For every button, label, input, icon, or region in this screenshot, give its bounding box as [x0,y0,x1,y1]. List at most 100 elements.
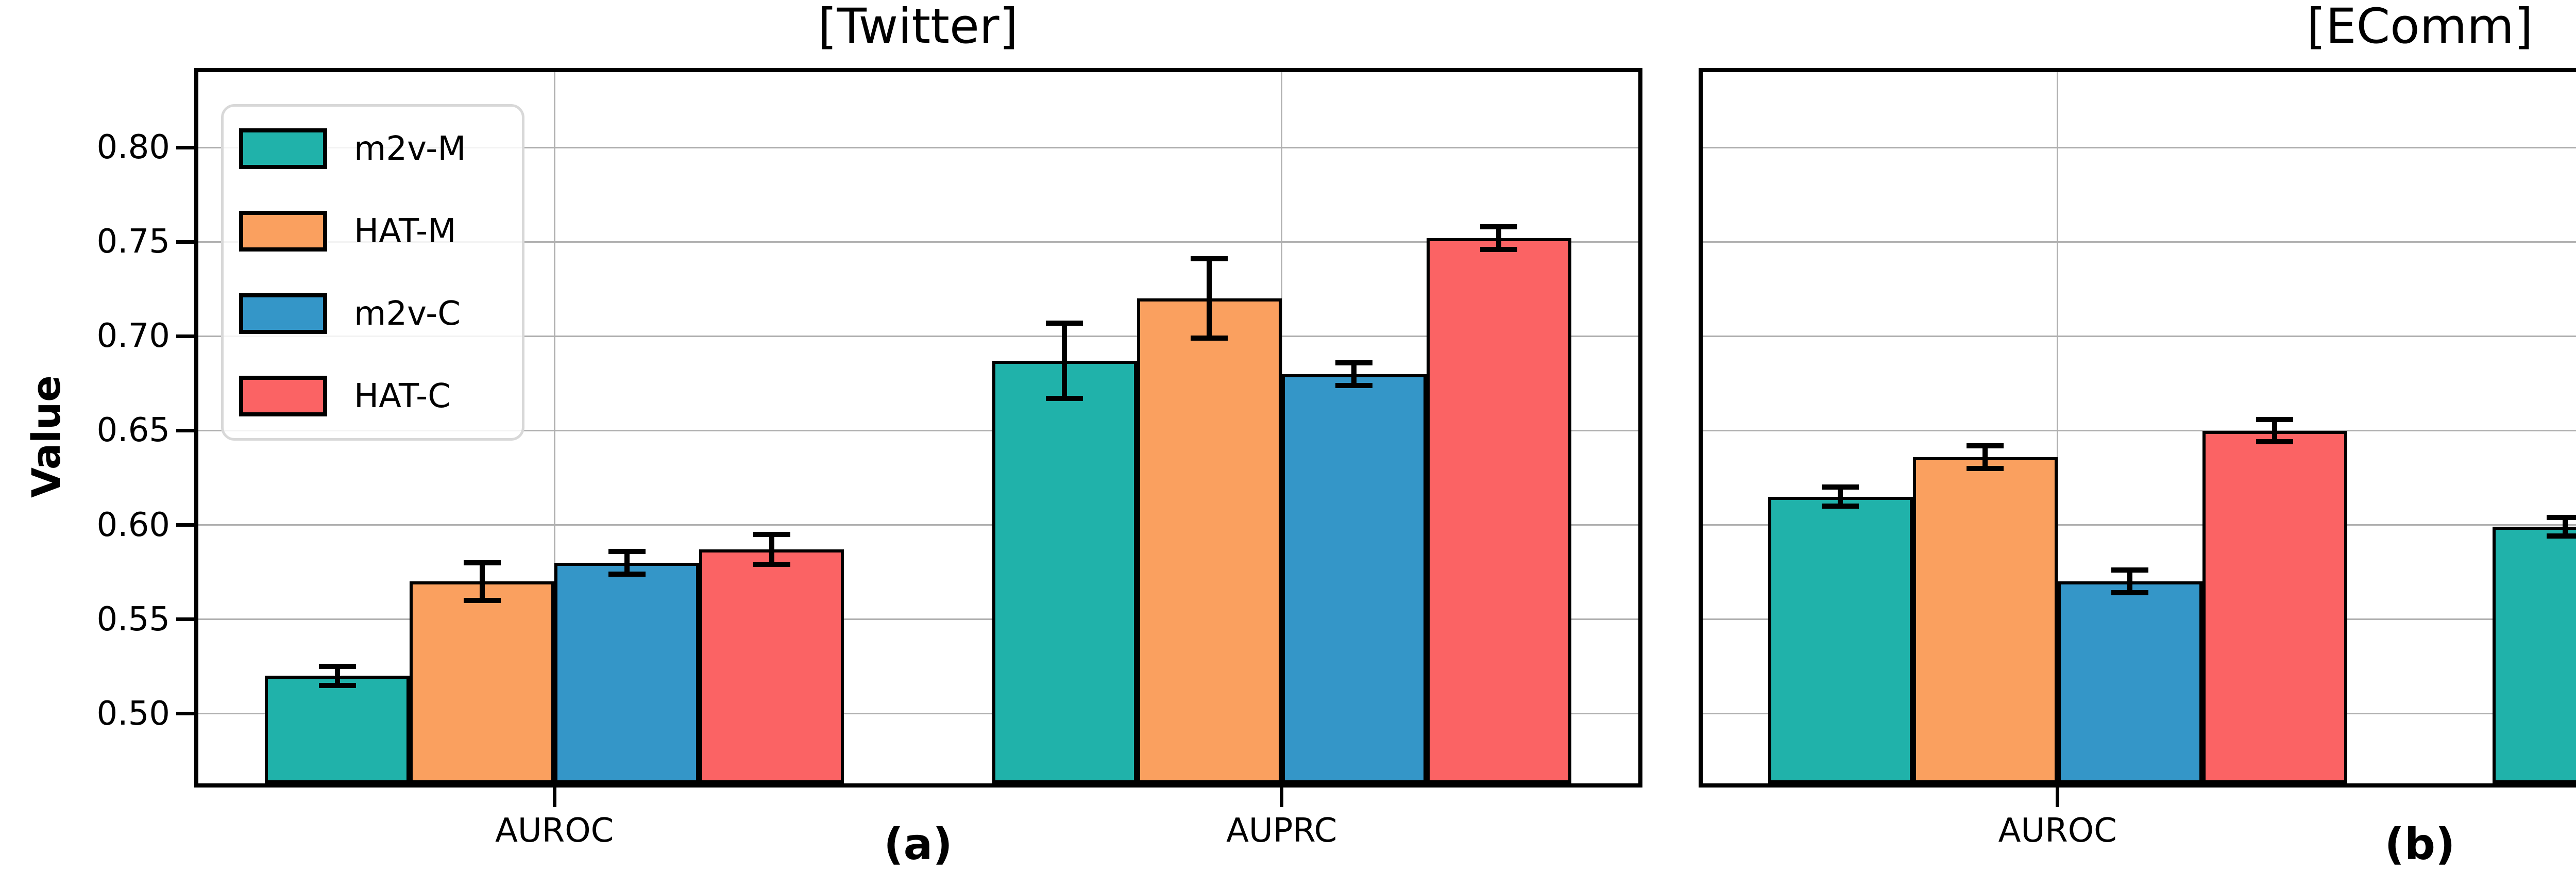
bar-m2v-C-AUROC [554,562,700,783]
error-bar-cap-top [1480,224,1518,230]
legend-item-label: m2v-C [354,294,461,333]
error-bar-cap-top [318,664,356,669]
y-tick-label: 0.75 [96,223,171,261]
legend-swatch-HAT-C [239,376,327,416]
y-tick-label: 0.60 [96,506,171,544]
legend-item-label: HAT-C [354,377,451,415]
bar-HAT-M-AUROC [410,581,555,783]
error-bar [1207,259,1212,339]
error-bar-cap-top [1046,320,1083,326]
error-bar-cap-bottom [1822,503,1859,509]
legend-swatch-m2v-M [239,128,327,169]
error-bar [334,666,340,685]
plot-area [1699,68,2576,788]
error-bar-cap-top [1191,256,1228,262]
error-bar-cap-top [2256,416,2294,422]
panel-label-a: (a) [884,819,953,869]
legend-item-HAT-M: HAT-M [224,191,522,272]
legend-item-m2v-M: m2v-M [224,108,522,189]
legend: m2v-M HAT-M m2v-C HAT-C [221,104,524,441]
gridline-horizontal [1703,146,2576,148]
y-tick-mark [176,240,194,244]
error-bar [479,562,485,600]
legend-swatch-HAT-M [239,211,327,252]
error-bar-cap-bottom [1480,247,1518,253]
gridline-horizontal [198,241,1638,243]
y-tick-mark [176,334,194,338]
gridline-vertical [2057,72,2059,783]
bar-m2v-M-AUPRC [992,361,1137,783]
error-bar [624,551,630,574]
legend-item-label: HAT-M [354,212,456,250]
legend-item-HAT-C: HAT-C [224,356,522,437]
x-tick-mark [1280,788,1284,807]
bar-HAT-M-AUROC [1912,457,2058,783]
error-bar [2562,517,2568,537]
gridline-horizontal [1703,241,2576,243]
bar-m2v-M-AUPRC [2493,527,2576,783]
gridline-horizontal [1703,524,2576,526]
gridline-horizontal [198,335,1638,337]
x-tick-label: AUROC [1998,812,2117,850]
error-bar [769,534,774,565]
error-bar-cap-top [463,560,501,565]
x-tick-mark [2056,788,2060,807]
legend-item-label: m2v-M [354,129,466,168]
error-bar-cap-top [2546,514,2576,520]
y-tick-label: 0.70 [96,317,171,356]
bar-m2v-M-AUROC [1768,496,1913,783]
plot-inner [1703,72,2576,783]
error-bar [2127,570,2133,593]
error-bar-cap-bottom [608,571,646,577]
error-bar-cap-bottom [1335,382,1373,388]
gridline-horizontal [198,524,1638,526]
y-tick-label: 0.65 [96,411,171,450]
error-bar-cap-bottom [318,682,356,688]
error-bar [2272,419,2278,442]
error-bar-cap-bottom [1046,396,1083,401]
error-bar-cap-top [1967,443,2004,448]
bar-HAT-M-AUPRC [1137,298,1282,783]
error-bar-cap-bottom [753,562,790,567]
bar-HAT-C-AUROC [2202,430,2347,783]
y-tick-mark [176,617,194,622]
gridline-horizontal [198,713,1638,715]
x-tick-mark [552,788,556,807]
y-tick-label: 0.55 [96,600,171,639]
y-tick-mark [176,428,194,432]
error-bar [1496,227,1502,250]
error-bar-cap-top [2111,567,2149,573]
legend-item-m2v-C: m2v-C [224,273,522,354]
error-bar-cap-bottom [2111,590,2149,596]
y-tick-label: 0.80 [96,128,171,167]
plot-area [194,68,1642,788]
y-tick-mark [176,712,194,716]
bar-m2v-C-AUPRC [1281,374,1427,783]
error-bar [1982,445,1988,468]
x-tick-label: AUPRC [1226,812,1337,850]
chart-title-ecomm: [EComm] [2307,0,2533,55]
bar-m2v-C-AUROC [2057,581,2202,783]
error-bar [1062,323,1067,399]
gridline-horizontal [198,146,1638,148]
error-bar-cap-bottom [2256,439,2294,445]
plot-inner [198,72,1638,783]
gridline-horizontal [1703,430,2576,431]
gridline-horizontal [198,618,1638,621]
error-bar-cap-bottom [1967,465,2004,471]
error-bar [1351,362,1357,386]
y-tick-label: 0.50 [96,694,171,733]
gridline-horizontal [1703,335,2576,337]
error-bar-cap-bottom [1191,336,1228,341]
y-tick-mark [176,523,194,527]
legend-swatch-m2v-C [239,293,327,334]
error-bar-cap-top [1335,360,1373,365]
error-bar-cap-top [608,548,646,554]
gridline-horizontal [198,430,1638,431]
gridline-vertical [553,72,555,783]
bar-HAT-C-AUPRC [1426,238,1571,783]
bar-HAT-C-AUROC [699,549,844,783]
error-bar-cap-bottom [463,597,501,603]
panel-label-b: (b) [2384,819,2455,869]
